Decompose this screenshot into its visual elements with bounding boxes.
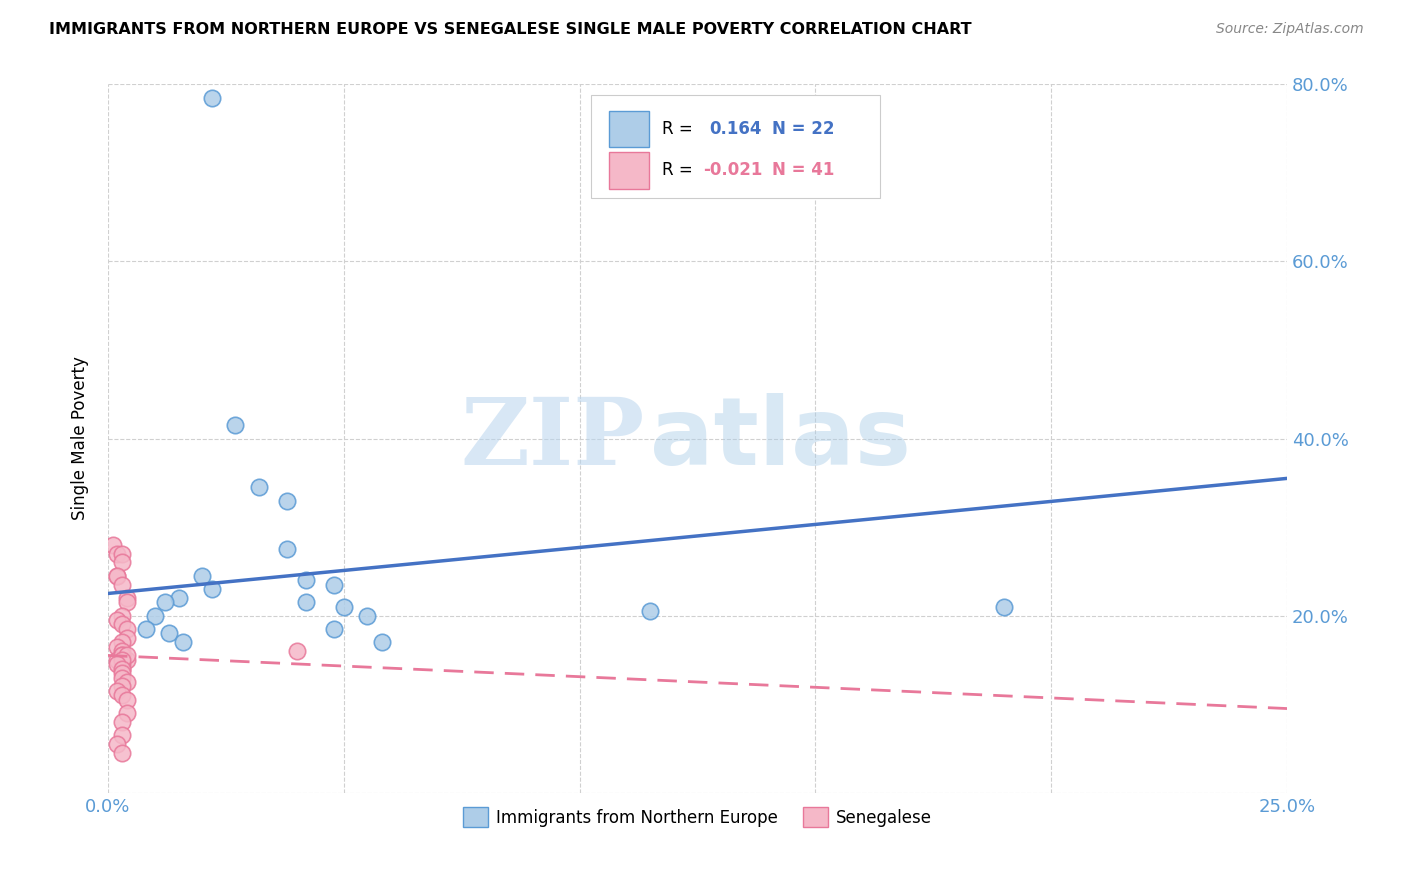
Point — [295, 595, 318, 609]
Point — [111, 680, 134, 694]
Point — [101, 538, 124, 552]
Point — [111, 547, 134, 561]
Point — [285, 644, 308, 658]
Point — [115, 648, 138, 663]
Point — [333, 599, 356, 614]
Point — [111, 635, 134, 649]
Point — [111, 648, 134, 663]
Point — [111, 666, 134, 681]
Point — [167, 591, 190, 605]
Point — [276, 542, 298, 557]
Point — [111, 662, 134, 676]
Point — [247, 480, 270, 494]
FancyBboxPatch shape — [592, 95, 880, 198]
Point — [143, 608, 166, 623]
Point — [370, 635, 392, 649]
Point — [111, 657, 134, 672]
Text: Source: ZipAtlas.com: Source: ZipAtlas.com — [1216, 22, 1364, 37]
Text: IMMIGRANTS FROM NORTHERN EUROPE VS SENEGALESE SINGLE MALE POVERTY CORRELATION CH: IMMIGRANTS FROM NORTHERN EUROPE VS SENEG… — [49, 22, 972, 37]
Point — [172, 635, 194, 649]
Point — [107, 737, 129, 751]
Point — [111, 577, 134, 591]
Text: R =: R = — [662, 161, 693, 179]
Text: 0.164: 0.164 — [710, 120, 762, 138]
FancyBboxPatch shape — [609, 152, 650, 188]
Point — [111, 688, 134, 702]
Text: N = 41: N = 41 — [772, 161, 834, 179]
Point — [111, 608, 134, 623]
Point — [107, 547, 129, 561]
Legend: Immigrants from Northern Europe, Senegalese: Immigrants from Northern Europe, Senegal… — [456, 800, 939, 834]
Point — [115, 595, 138, 609]
Point — [115, 675, 138, 690]
Point — [107, 568, 129, 582]
Point — [111, 714, 134, 729]
Point — [111, 728, 134, 742]
Point — [111, 648, 134, 663]
Point — [107, 568, 129, 582]
Point — [111, 653, 134, 667]
Point — [111, 662, 134, 676]
Point — [276, 493, 298, 508]
Y-axis label: Single Male Poverty: Single Male Poverty — [72, 357, 89, 521]
Point — [115, 706, 138, 720]
Point — [993, 599, 1015, 614]
Point — [107, 613, 129, 627]
Point — [157, 626, 180, 640]
Text: ZIP: ZIP — [460, 393, 644, 483]
Point — [111, 644, 134, 658]
Text: N = 22: N = 22 — [772, 120, 834, 138]
Point — [356, 608, 378, 623]
Point — [111, 653, 134, 667]
Point — [153, 595, 176, 609]
Point — [224, 418, 246, 433]
Point — [111, 746, 134, 760]
Point — [323, 622, 346, 636]
Text: R =: R = — [662, 120, 693, 138]
Point — [107, 683, 129, 698]
Point — [107, 657, 129, 672]
Point — [111, 617, 134, 632]
Point — [115, 653, 138, 667]
FancyBboxPatch shape — [609, 111, 650, 147]
Text: atlas: atlas — [651, 392, 911, 484]
Point — [111, 671, 134, 685]
Point — [640, 604, 662, 618]
Point — [201, 582, 224, 596]
Text: -0.021: -0.021 — [703, 161, 763, 179]
Point — [115, 692, 138, 706]
Point — [107, 653, 129, 667]
Point — [295, 573, 318, 587]
Point — [111, 556, 134, 570]
Point — [323, 577, 346, 591]
Point — [115, 591, 138, 605]
Point — [191, 568, 214, 582]
Point — [107, 640, 129, 654]
Point — [135, 622, 157, 636]
Point — [115, 622, 138, 636]
Point — [115, 631, 138, 645]
Point — [201, 91, 224, 105]
